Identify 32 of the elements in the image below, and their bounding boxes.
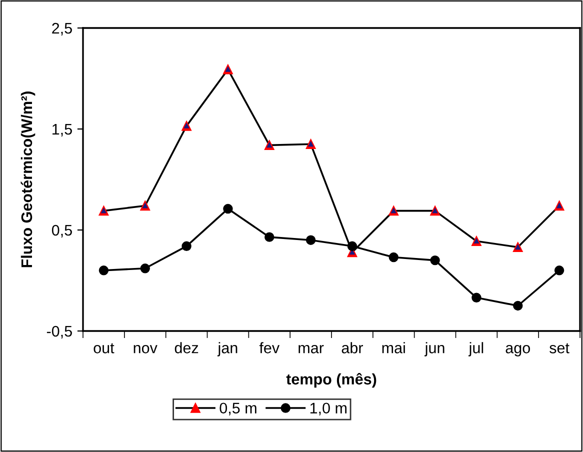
x-tick-label: nov xyxy=(134,344,158,354)
x-tick-label: dez xyxy=(174,342,198,354)
legend-label: 0,5 m xyxy=(220,402,256,416)
x-tick-label: out xyxy=(94,343,114,354)
x-tick-label: mai xyxy=(382,342,405,354)
y-tick-label: 0,5 xyxy=(52,224,72,238)
point xyxy=(223,204,233,214)
x-tick-label: mar xyxy=(298,344,324,354)
point xyxy=(306,235,316,245)
y-axis-title: Fluxo Geotérmico(W/m²) xyxy=(20,92,36,268)
point xyxy=(554,266,564,276)
point xyxy=(347,241,358,252)
y-tick-label: 1,5 xyxy=(52,124,72,136)
point xyxy=(264,232,274,242)
x-tick-label: fev xyxy=(259,342,280,354)
point xyxy=(430,255,440,266)
x-tick-label: set xyxy=(550,343,570,354)
x-tick-label: ago xyxy=(506,344,530,356)
x-tick-label: jan xyxy=(217,342,238,356)
y-tick-label: 2,5 xyxy=(52,22,72,36)
point xyxy=(98,266,109,276)
point xyxy=(388,252,398,262)
x-tick-label: abr xyxy=(342,342,363,354)
x-axis-title: tempo (mês) xyxy=(286,373,376,388)
y-tick-label: -0,5 xyxy=(46,326,72,338)
point xyxy=(472,292,482,303)
x-tick-label: jun xyxy=(424,342,444,356)
x-tick-label: jul xyxy=(468,342,484,356)
point xyxy=(182,241,192,252)
legend-label: 1,0 m xyxy=(310,402,346,416)
point xyxy=(140,264,150,274)
point xyxy=(513,300,523,311)
